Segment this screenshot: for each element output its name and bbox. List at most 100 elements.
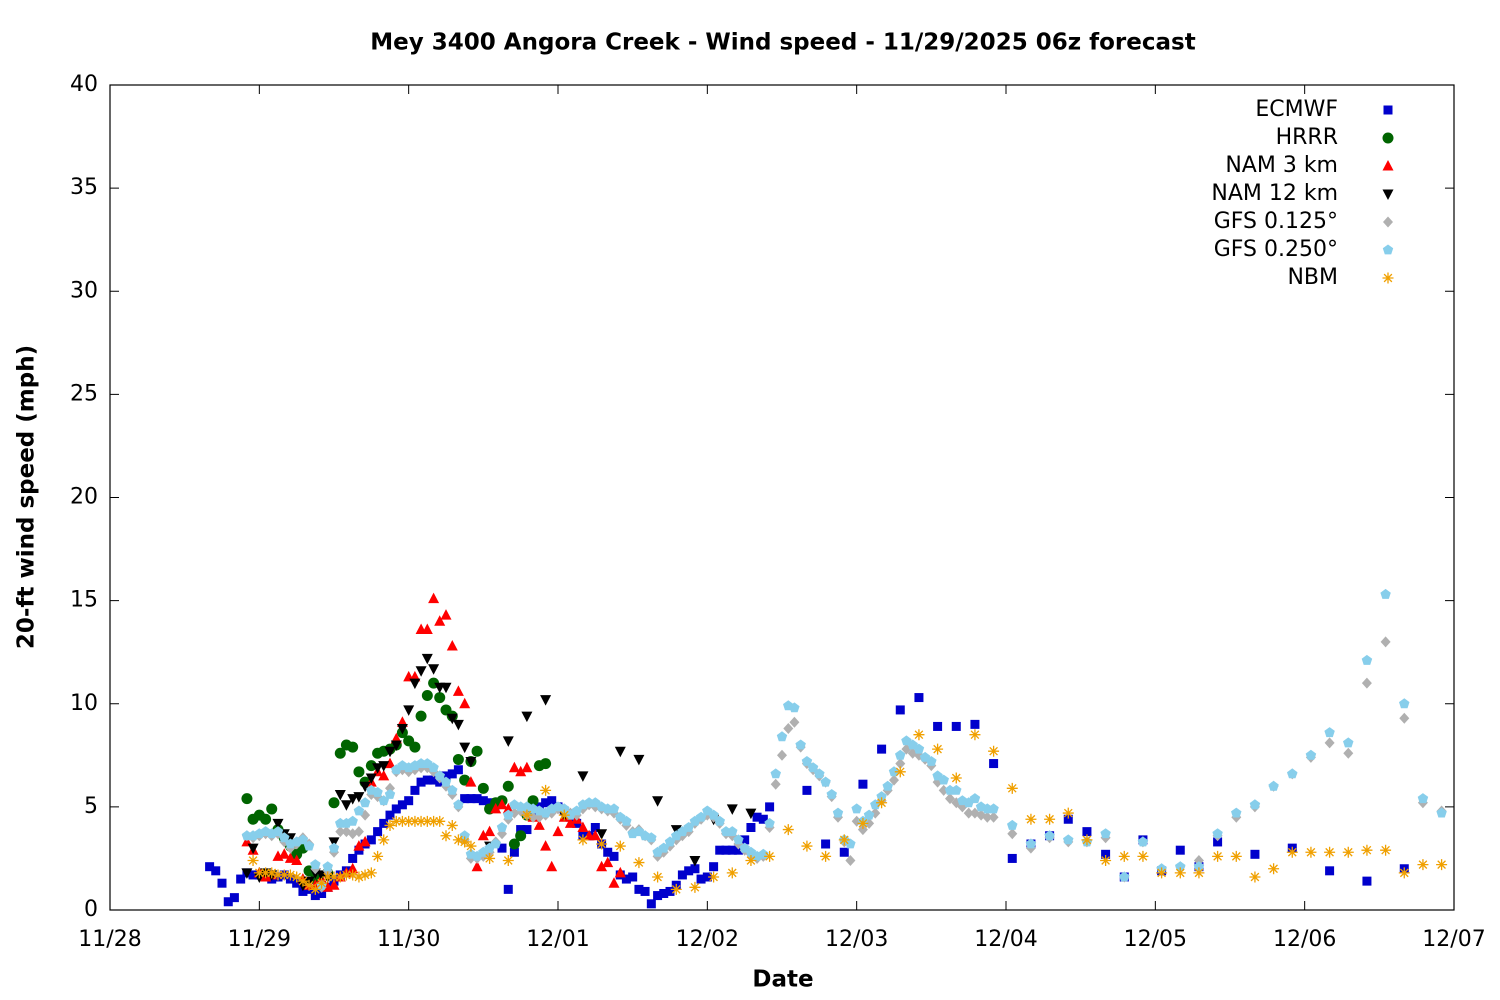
data-point <box>496 822 508 832</box>
data-point <box>404 796 414 806</box>
data-point <box>552 825 564 837</box>
data-point <box>365 773 377 784</box>
data-point <box>895 758 906 770</box>
data-point <box>1063 814 1073 824</box>
data-point <box>434 692 446 704</box>
data-point <box>727 826 738 837</box>
data-point <box>932 743 944 755</box>
data-point <box>646 899 656 909</box>
data-point <box>403 705 415 716</box>
data-point <box>359 797 371 808</box>
data-point <box>452 685 464 696</box>
data-point <box>1399 698 1410 709</box>
data-point <box>502 802 514 814</box>
data-point <box>372 786 383 797</box>
data-point <box>459 830 470 841</box>
data-point <box>291 871 303 883</box>
data-point <box>272 869 284 881</box>
data-point <box>508 761 520 773</box>
data-point <box>1249 871 1261 883</box>
data-point <box>577 834 589 846</box>
data-point <box>522 825 532 835</box>
data-point <box>1250 849 1260 859</box>
data-point <box>515 830 527 842</box>
y-tick-label: 25 <box>70 381 98 406</box>
data-point <box>721 845 731 855</box>
data-point <box>1325 866 1335 876</box>
data-point <box>765 802 775 812</box>
data-point <box>241 793 253 805</box>
data-point <box>428 815 440 827</box>
data-point <box>528 811 539 823</box>
data-point <box>547 796 557 806</box>
data-point <box>272 818 284 830</box>
data-point <box>1100 828 1111 839</box>
data-point <box>379 818 389 828</box>
data-point <box>988 811 999 823</box>
data-point <box>634 884 644 894</box>
data-point <box>384 789 396 799</box>
data-point <box>459 836 471 848</box>
data-point <box>559 803 570 814</box>
data-point <box>502 780 514 792</box>
data-point <box>740 835 750 845</box>
data-point <box>422 775 432 785</box>
data-point <box>1025 838 1037 849</box>
data-point <box>821 839 831 849</box>
data-point <box>434 770 445 781</box>
data-point <box>384 746 396 758</box>
legend-label: NAM 12 km <box>1211 181 1338 206</box>
data-point <box>303 840 315 851</box>
data-point <box>471 860 483 872</box>
data-point <box>441 771 451 781</box>
data-point <box>471 745 483 757</box>
data-point <box>1082 827 1092 837</box>
y-tick-label: 0 <box>84 897 98 922</box>
data-point <box>621 815 632 826</box>
x-tick-label: 12/07 <box>1422 927 1485 952</box>
data-point <box>465 757 477 768</box>
data-point <box>652 796 664 807</box>
data-point <box>1101 849 1111 859</box>
data-point <box>284 852 296 863</box>
data-point <box>1100 855 1112 866</box>
data-point <box>745 808 757 820</box>
data-point <box>353 766 365 778</box>
data-point <box>1175 845 1185 855</box>
data-point <box>845 855 856 866</box>
y-tick-label: 40 <box>70 72 98 97</box>
data-point <box>378 795 389 806</box>
data-point <box>292 878 302 888</box>
x-tick-label: 12/04 <box>974 927 1037 952</box>
data-point <box>540 840 552 851</box>
data-point <box>945 793 955 805</box>
data-point <box>446 640 458 651</box>
data-point <box>608 803 620 814</box>
data-point <box>247 843 259 855</box>
data-point <box>863 809 875 820</box>
data-point <box>1417 793 1429 804</box>
data-point <box>340 869 352 881</box>
data-point <box>758 814 768 824</box>
data-point <box>428 664 440 675</box>
y-tick-label: 10 <box>70 691 98 716</box>
data-point <box>396 815 408 827</box>
data-point <box>465 776 477 787</box>
y-tick-label: 15 <box>70 588 98 613</box>
data-point <box>485 798 495 808</box>
data-point <box>857 817 869 829</box>
data-point <box>839 847 849 857</box>
legend-marker <box>1382 272 1394 284</box>
y-tick-label: 20 <box>70 485 98 510</box>
data-point <box>1305 749 1317 760</box>
data-point <box>521 761 533 773</box>
x-tick-label: 12/06 <box>1273 927 1336 952</box>
data-point <box>365 760 377 772</box>
data-point <box>359 781 371 793</box>
data-point <box>1343 737 1354 748</box>
data-point <box>291 854 303 865</box>
data-point <box>951 721 961 731</box>
data-point <box>247 855 259 866</box>
data-point <box>335 826 346 838</box>
